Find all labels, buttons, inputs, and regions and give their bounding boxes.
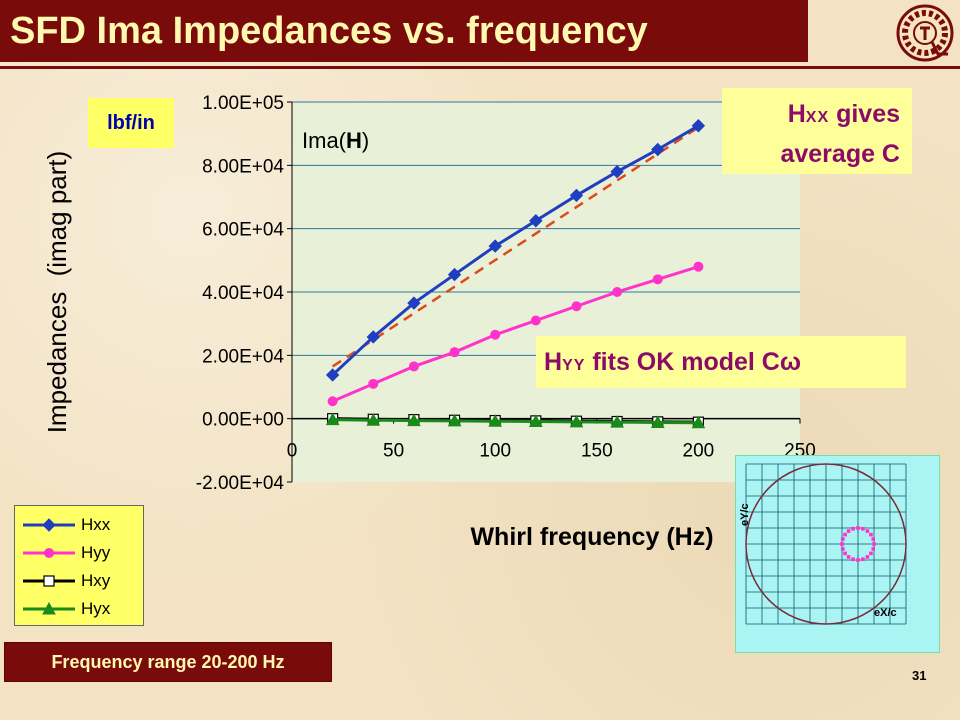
orbit-inset: eY/c eX/c <box>735 455 940 653</box>
data-point <box>571 301 582 312</box>
legend-label: Hxy <box>81 571 111 590</box>
orbit-point <box>871 537 876 541</box>
data-point <box>327 396 338 407</box>
orbit-point <box>872 542 876 546</box>
series-line <box>331 124 700 377</box>
y-tick-label: 1.00E+05 <box>202 93 284 114</box>
unit-label: lbf/in <box>88 98 174 148</box>
x-tick-label: 150 <box>581 441 613 462</box>
data-point <box>691 415 706 429</box>
data-point <box>44 548 54 558</box>
data-point <box>407 296 421 310</box>
data-point <box>610 415 624 428</box>
data-point <box>612 287 623 297</box>
data-point <box>449 347 460 358</box>
orbit-point <box>856 526 860 530</box>
orbit-point <box>843 532 847 537</box>
orbit-point <box>840 547 845 551</box>
y-axis-label: Impedances (imag part) <box>42 151 72 434</box>
chart-legend: Hxx Hyy Hxy Hyx <box>14 505 144 626</box>
orbit-y-label: eY/c <box>739 503 751 526</box>
data-point <box>488 239 502 253</box>
data-point <box>610 164 624 179</box>
y-tick-label: 2.00E+04 <box>202 346 284 367</box>
orbit-point <box>846 529 851 533</box>
data-point <box>529 214 543 228</box>
data-point <box>490 329 501 340</box>
data-point <box>488 414 503 427</box>
orbit-point <box>856 558 860 562</box>
plot-title: Ima(H) <box>302 128 369 153</box>
page-title: SFD Ima Impedances vs. frequency <box>0 0 808 62</box>
legend-label: Hyy <box>81 543 111 562</box>
orbit-point <box>865 555 870 559</box>
x-axis-label: Whirl frequency (Hz) <box>470 523 713 551</box>
series-hyx <box>325 412 706 429</box>
legend-item-hxx: Hxx <box>15 514 143 536</box>
legend-label: Hyx <box>81 599 111 618</box>
orbit-point <box>851 526 855 531</box>
clearance-circle <box>745 463 907 625</box>
orbit-point <box>840 537 845 541</box>
data-point <box>447 413 462 427</box>
y-tick-label: 0.00E+00 <box>202 410 284 431</box>
orbit-point <box>843 551 847 556</box>
orbit-point <box>865 529 870 533</box>
impedance-chart: -2.00E+04 0.00E+00 2.00E+04 4.00E+04 6.00E+0… <box>42 93 816 551</box>
series-line <box>332 265 699 403</box>
data-point <box>651 142 665 157</box>
data-point <box>447 267 462 282</box>
page-number: 31 <box>912 668 927 683</box>
y-tick-label: 4.00E+04 <box>202 283 284 304</box>
orbit-x-label: eX/c <box>874 607 897 619</box>
y-tick-label: 8.00E+04 <box>202 156 284 177</box>
hyy-callout: HYY fits OK model Cω <box>536 336 906 388</box>
title-divider <box>0 66 960 69</box>
x-tick-label: 50 <box>383 441 404 462</box>
orbit-point <box>840 542 844 546</box>
orbit-point <box>869 551 873 556</box>
data-point <box>325 368 340 382</box>
orbit-point <box>861 526 865 531</box>
orbit-point <box>851 557 855 562</box>
x-tick-label: 200 <box>683 441 715 462</box>
series-hxx <box>325 119 706 382</box>
data-point <box>407 413 421 427</box>
orbit-point <box>869 532 873 537</box>
data-point <box>366 413 381 426</box>
data-point <box>569 414 584 428</box>
frequency-range-label: Frequency range 20-200 Hz <box>4 642 332 682</box>
orbit-point <box>861 557 865 562</box>
data-point <box>43 575 55 587</box>
data-point <box>693 261 704 272</box>
data-point <box>366 330 380 344</box>
series-hyy <box>327 261 704 407</box>
data-point <box>691 119 706 133</box>
orbit-point <box>846 555 851 559</box>
fit-line <box>331 126 700 368</box>
data-point <box>528 414 543 428</box>
data-point <box>42 518 56 532</box>
data-point <box>530 315 541 326</box>
legend-label: Hxx <box>81 515 111 534</box>
data-point <box>650 415 665 428</box>
hxx-callout: HXX gives average C <box>722 88 912 174</box>
university-logo-icon <box>896 4 954 62</box>
data-point <box>368 378 379 389</box>
data-point <box>408 361 419 372</box>
data-point <box>569 188 584 203</box>
series-line <box>332 418 699 425</box>
y-tick-label: -2.00E+04 <box>196 473 285 494</box>
data-point <box>652 274 663 285</box>
legend-item-hxy: Hxy <box>15 570 143 592</box>
x-tick-label: 100 <box>479 441 511 462</box>
y-tick-label: 6.00E+04 <box>202 220 284 241</box>
legend-item-hyx: Hyx <box>15 598 143 620</box>
orbit-point <box>871 547 876 551</box>
data-point <box>325 412 340 426</box>
data-point <box>42 601 56 615</box>
legend-item-hyy: Hyy <box>15 542 143 564</box>
